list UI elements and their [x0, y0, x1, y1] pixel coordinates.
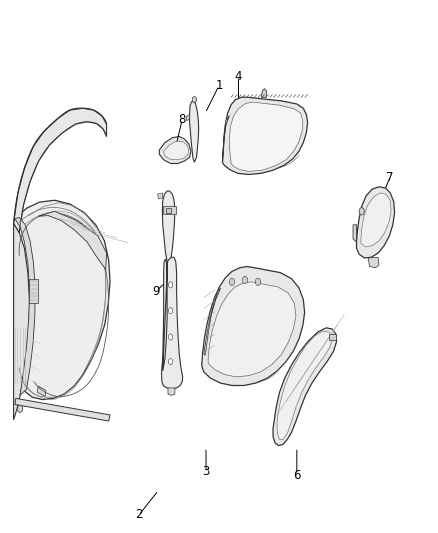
Polygon shape [223, 116, 230, 162]
Circle shape [168, 308, 173, 314]
Polygon shape [230, 102, 303, 172]
Circle shape [242, 276, 247, 284]
Text: 4: 4 [235, 70, 242, 83]
Polygon shape [186, 115, 190, 120]
Polygon shape [162, 191, 175, 266]
Bar [166, 208, 170, 213]
Polygon shape [37, 386, 46, 397]
Polygon shape [190, 101, 199, 162]
Polygon shape [353, 225, 357, 242]
Text: 6: 6 [293, 469, 300, 481]
Text: 8: 8 [179, 113, 186, 126]
Circle shape [18, 405, 23, 413]
Polygon shape [163, 206, 176, 214]
Polygon shape [14, 200, 110, 400]
Text: 2: 2 [135, 508, 143, 521]
Text: 1: 1 [215, 79, 223, 92]
Polygon shape [14, 223, 30, 420]
Polygon shape [208, 282, 296, 377]
Circle shape [168, 282, 173, 288]
Circle shape [168, 359, 173, 365]
Polygon shape [15, 398, 110, 421]
Polygon shape [164, 141, 189, 160]
Bar [329, 334, 336, 340]
Polygon shape [15, 217, 35, 395]
Polygon shape [277, 331, 332, 439]
Polygon shape [223, 97, 307, 174]
Polygon shape [202, 266, 304, 385]
Polygon shape [162, 257, 183, 389]
Polygon shape [204, 288, 221, 356]
Text: 3: 3 [202, 465, 210, 479]
Polygon shape [14, 108, 106, 233]
Text: 7: 7 [386, 171, 394, 184]
Polygon shape [159, 136, 191, 164]
Circle shape [359, 208, 364, 215]
Polygon shape [158, 193, 163, 199]
Polygon shape [357, 187, 395, 258]
Polygon shape [38, 211, 106, 270]
Polygon shape [168, 388, 175, 395]
Polygon shape [261, 88, 267, 97]
Circle shape [255, 278, 261, 286]
Polygon shape [368, 257, 379, 268]
Text: 9: 9 [152, 285, 160, 297]
Circle shape [168, 334, 173, 340]
Polygon shape [29, 279, 38, 303]
Circle shape [230, 278, 235, 286]
Polygon shape [361, 193, 391, 247]
Circle shape [192, 96, 197, 103]
Polygon shape [273, 328, 337, 446]
